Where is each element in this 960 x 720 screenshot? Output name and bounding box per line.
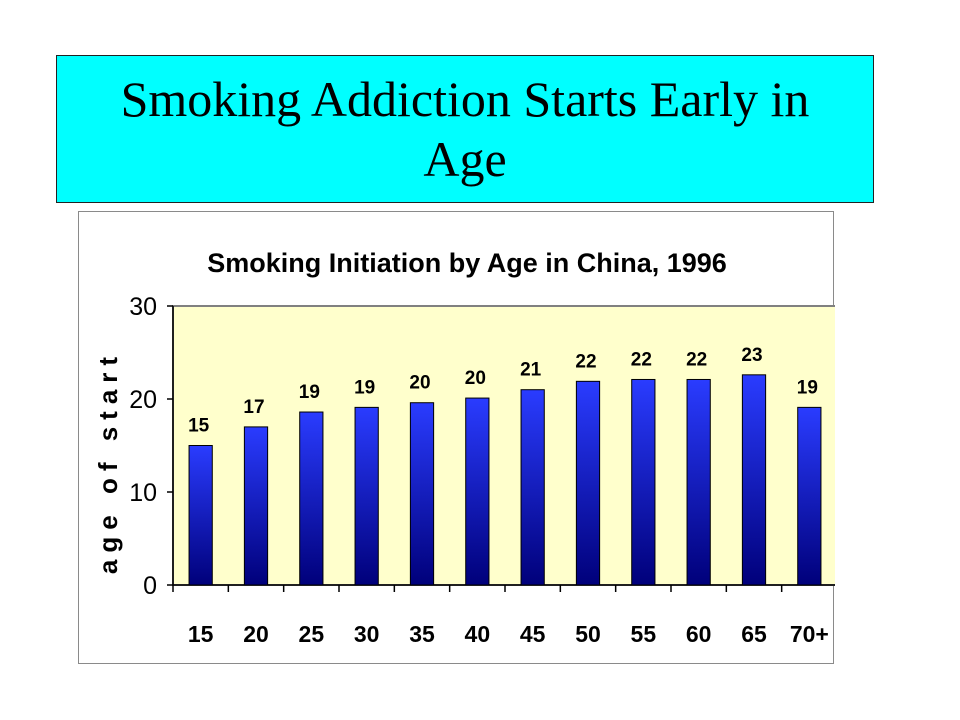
- y-tick-label: 30: [129, 293, 157, 321]
- x-category-label: 40: [465, 621, 491, 647]
- bar: [409, 402, 435, 586]
- bar: [354, 406, 379, 586]
- x-category-label: 65: [741, 621, 767, 647]
- bar-data-label: 19: [797, 377, 818, 398]
- bar-data-label: 22: [631, 349, 652, 370]
- x-category-label: 50: [575, 621, 601, 647]
- bar-data-label: 17: [243, 397, 264, 418]
- x-category-label: 15: [188, 621, 214, 647]
- bar-data-label: 20: [465, 368, 486, 389]
- bar-chart: Smoking Initiation by Age in China, 1996…: [93, 248, 835, 647]
- x-category-label: 30: [354, 621, 380, 647]
- x-category-label: 25: [299, 621, 325, 647]
- bar-data-label: 22: [686, 349, 707, 370]
- x-category-label: 45: [520, 621, 546, 647]
- bar: [686, 378, 711, 586]
- x-category-label: 60: [686, 621, 712, 647]
- x-category-label: 70+: [790, 621, 829, 647]
- bar: [465, 397, 490, 586]
- bar: [520, 389, 545, 586]
- y-tick-label: 10: [129, 479, 157, 507]
- y-axis-label: age of start: [93, 350, 123, 574]
- y-tick-label: 20: [129, 386, 157, 414]
- bar: [299, 411, 324, 586]
- y-tick-label: 0: [143, 572, 157, 600]
- bar: [797, 406, 822, 586]
- x-category-label: 20: [243, 621, 269, 647]
- x-category-label: 55: [631, 621, 657, 647]
- slide-title: Smoking Addiction Starts Early in Age: [56, 55, 874, 203]
- bar-data-label: 15: [188, 416, 210, 437]
- bar-data-label: 19: [354, 377, 375, 398]
- x-category-label: 35: [409, 621, 435, 647]
- bar: [243, 426, 269, 586]
- bar: [741, 374, 767, 586]
- chart-title: Smoking Initiation by Age in China, 1996: [207, 248, 727, 278]
- bar: [575, 380, 601, 586]
- bar-data-label: 21: [520, 360, 542, 381]
- bar-data-label: 22: [575, 351, 596, 372]
- bar: [188, 445, 213, 586]
- bar-data-label: 19: [299, 382, 320, 403]
- bar: [631, 378, 656, 586]
- bar-data-label: 20: [409, 373, 430, 394]
- chart-frame: Smoking Initiation by Age in China, 1996…: [78, 211, 835, 664]
- bar-data-label: 23: [741, 345, 762, 366]
- plot-area: [172, 305, 835, 586]
